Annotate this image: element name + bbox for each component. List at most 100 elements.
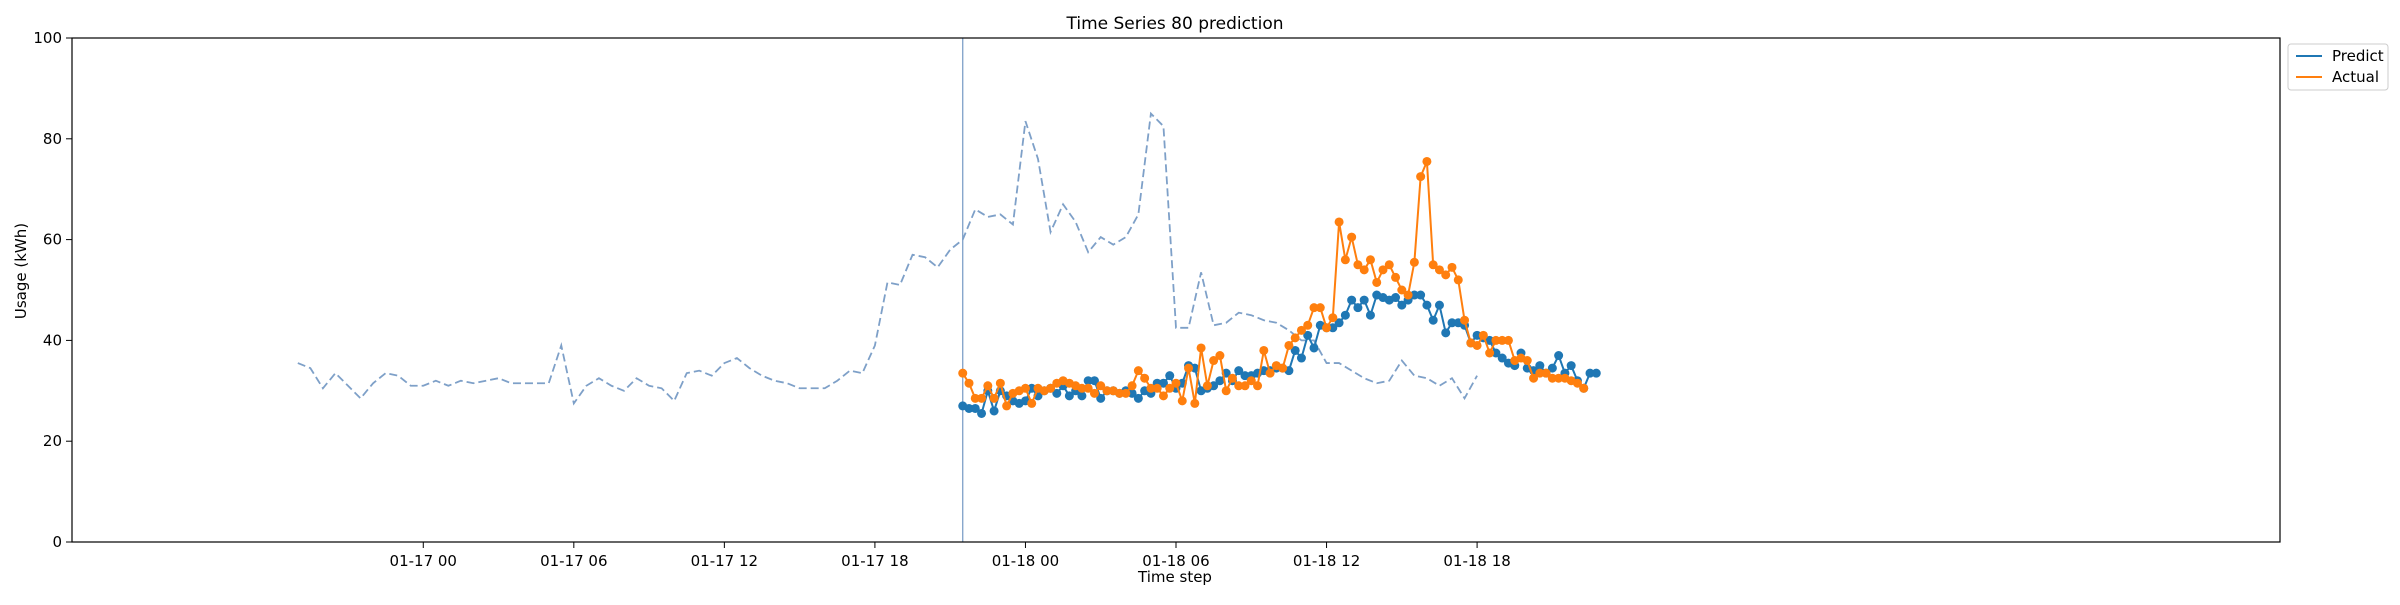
predict-point xyxy=(1165,371,1175,381)
actual-point xyxy=(1253,381,1263,391)
predict-point xyxy=(1359,295,1369,305)
actual-point xyxy=(958,368,968,378)
actual-point xyxy=(1384,260,1394,270)
actual-point xyxy=(1315,303,1325,313)
actual-point xyxy=(1227,373,1237,383)
actual-point xyxy=(1202,381,1212,391)
actual-point xyxy=(1002,401,1012,411)
predict-point xyxy=(1391,293,1401,303)
actual-point xyxy=(995,378,1005,388)
actual-point xyxy=(1115,388,1125,398)
axes: 0 20 40 60 80 100 01-17 00 01-17 06 01-17 12 01-1… xyxy=(33,29,2281,570)
predict-point xyxy=(1566,361,1576,371)
actual-point xyxy=(1441,270,1451,280)
predict-point xyxy=(1497,353,1507,363)
legend-label-actual: Actual xyxy=(2332,68,2379,86)
actual-point xyxy=(989,393,999,403)
predict-point xyxy=(1422,300,1432,310)
predict-point xyxy=(1296,353,1306,363)
actual-point xyxy=(1547,373,1557,383)
actual-point xyxy=(1215,351,1225,361)
x-tick-label: 01-17 06 xyxy=(540,552,607,570)
actual-point xyxy=(1453,275,1463,285)
predict-point xyxy=(1428,315,1438,325)
actual-point xyxy=(1309,303,1319,313)
actual-point xyxy=(1409,257,1419,267)
actual-point xyxy=(1428,260,1438,270)
plot-area xyxy=(297,38,1601,542)
predict-point xyxy=(1240,371,1250,381)
actual-point xyxy=(1165,383,1175,393)
actual-point xyxy=(1347,232,1357,242)
predict-point xyxy=(1447,318,1457,328)
predict-point xyxy=(1052,388,1062,398)
actual-point xyxy=(1522,356,1532,366)
actual-point xyxy=(1579,383,1589,393)
actual-point xyxy=(1127,381,1137,391)
predict-point xyxy=(1328,323,1338,333)
actual-point xyxy=(1403,290,1413,300)
actual-point xyxy=(1027,398,1037,408)
x-tick-label: 01-18 00 xyxy=(992,552,1059,570)
predict-point xyxy=(1027,383,1037,393)
actual-point xyxy=(1535,368,1545,378)
predict-point xyxy=(1340,310,1350,320)
y-axis-label: Usage (kWh) xyxy=(12,223,30,319)
predict-point xyxy=(1441,328,1451,338)
actual-point xyxy=(1422,156,1432,166)
actual-point xyxy=(970,393,980,403)
predict-point xyxy=(1234,366,1244,376)
predict-point xyxy=(1585,368,1595,378)
predict-point xyxy=(1096,393,1106,403)
actual-point xyxy=(1096,381,1106,391)
actual-point xyxy=(1541,368,1551,378)
actual-point xyxy=(1478,330,1488,340)
actual-point xyxy=(1221,386,1231,396)
actual-point xyxy=(1554,373,1564,383)
actual-point xyxy=(1259,345,1269,355)
actual-point xyxy=(1089,388,1099,398)
predict-point xyxy=(1347,295,1357,305)
actual-point xyxy=(1378,265,1388,275)
predict-point xyxy=(1409,290,1419,300)
actual-point xyxy=(1365,255,1375,265)
y-tick-label: 0 xyxy=(52,533,62,551)
predict-point xyxy=(1083,376,1093,386)
legend: Predict Actual xyxy=(2287,43,2389,91)
actual-point xyxy=(1503,335,1513,345)
y-tick-label: 40 xyxy=(43,331,62,349)
y-tick-label: 80 xyxy=(43,130,62,148)
actual-point xyxy=(1190,398,1200,408)
predict-point xyxy=(1209,381,1219,391)
actual-point xyxy=(1278,363,1288,373)
actual-point xyxy=(983,381,993,391)
x-tick-label: 01-18 18 xyxy=(1443,552,1510,570)
predict-point xyxy=(1491,348,1501,358)
actual-point xyxy=(1334,217,1344,227)
actual-point xyxy=(1102,386,1112,396)
actual-point xyxy=(1020,383,1030,393)
x-tick-label: 01-18 12 xyxy=(1293,552,1360,570)
predict-point xyxy=(1309,343,1319,353)
history-series-line xyxy=(297,111,1478,406)
y-tick-label: 100 xyxy=(33,29,62,47)
predict-point xyxy=(970,403,980,413)
x-tick-label: 01-17 00 xyxy=(390,552,457,570)
predict-point xyxy=(1334,318,1344,328)
y-tick-label: 60 xyxy=(43,231,62,249)
predict-point xyxy=(1365,310,1375,320)
actual-point xyxy=(1485,348,1495,358)
actual-point xyxy=(1209,356,1219,366)
actual-point xyxy=(1184,363,1194,373)
actual-point xyxy=(1328,313,1338,323)
chart-title: Time Series 80 prediction xyxy=(1065,14,1283,34)
predict-point xyxy=(1535,361,1545,371)
predict-point xyxy=(1353,303,1363,313)
actual-point xyxy=(1303,320,1313,330)
predict-point xyxy=(1064,391,1074,401)
predict-point xyxy=(1158,378,1168,388)
x-tick-label: 01-17 18 xyxy=(841,552,908,570)
